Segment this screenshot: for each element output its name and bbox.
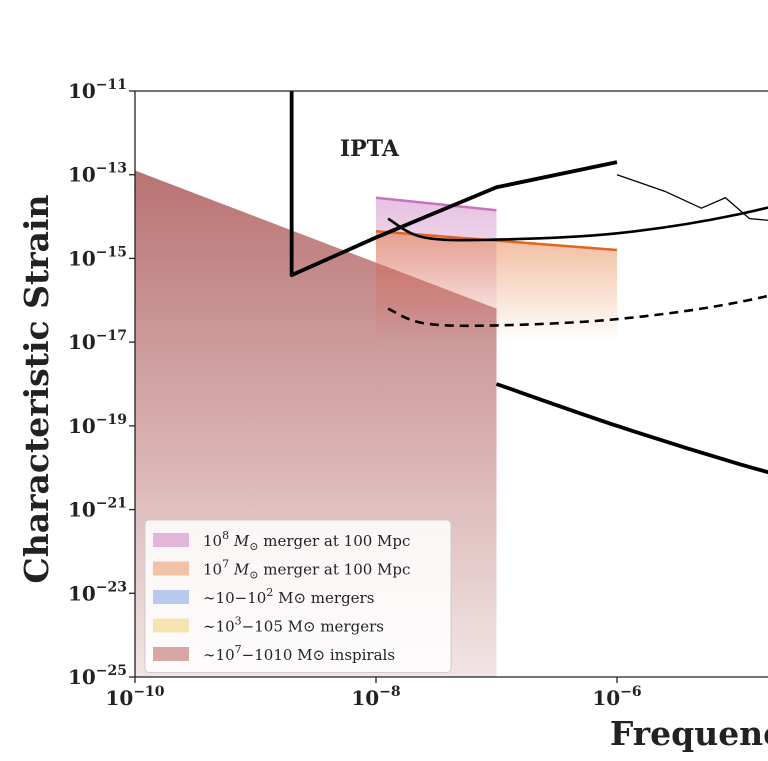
curve-cassini [616,174,768,221]
legend-swatch [153,590,189,604]
x-tick-label: 10−6 [592,684,641,710]
legend-swatch [153,561,189,576]
x-tick-label: 10−10 [105,684,164,710]
legend-entry-label: 107 M⊙ merger at 100 Mpc [203,558,410,582]
legend-swatch [153,618,189,633]
y-tick-label: 10−17 [68,328,127,354]
track-10-8-msun-merger-at-100-mpc [375,196,497,212]
y-tick-label: 10−21 [68,496,127,522]
curve-labels: IPTARoman GBTDSCassiniRoman GW OptimLISA [340,136,400,162]
curve-ipta [289,91,618,278]
y-axis-title: Characteristic Strain [17,195,56,584]
y-tick-label: 10−25 [68,663,127,689]
curve-lisa [495,382,768,475]
x-axis-title: Frequency [Hz] [610,714,768,753]
legend-entry-label: 108 M⊙ merger at 100 Mpc [203,529,410,553]
region-10-7-msun-merger-at-100-mpc [376,231,617,343]
x-tick-label: 10−8 [351,684,400,710]
y-tick-label: 10−13 [68,161,127,187]
detector-curves [289,91,768,475]
label-ipta: IPTA [340,136,400,162]
curve-roman-gw-optimized [387,294,768,328]
curve-roman-gbtds [387,206,768,242]
legend-entry-label: ∼10−102 M⊙ mergers [203,586,374,607]
axes: 10−1010−810−610−410−210010−1110−1310−151… [17,77,768,753]
y-tick-label: 10−19 [68,412,127,438]
legend-box [144,519,452,673]
legend: 108 M⊙ merger at 100 Mpc 107 M⊙ merger at… [144,519,452,673]
legend-swatch [153,533,189,547]
y-tick-label: 10−11 [68,77,127,103]
legend-entry-label: ∼107−1010 M⊙ inspirals [203,643,395,664]
legend-entry-label: ∼103−105 M⊙ mergers [203,615,384,636]
y-tick-label: 10−23 [68,579,127,605]
y-tick-label: 10−15 [68,244,127,270]
legend-swatch [153,647,189,661]
